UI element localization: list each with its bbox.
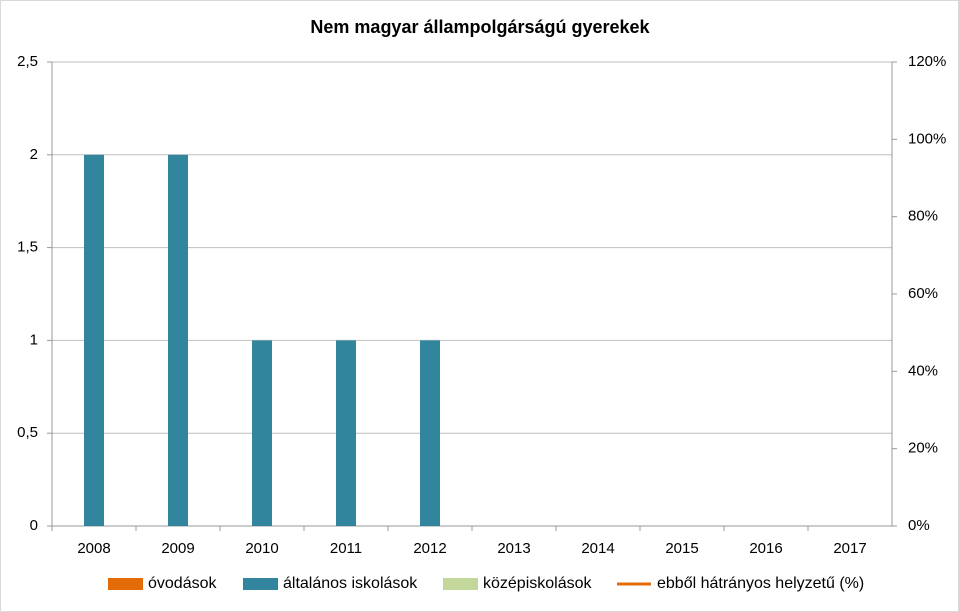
legend-swatch <box>243 578 278 590</box>
y2-tick-label: 100% <box>908 130 946 147</box>
y2-tick-label: 80% <box>908 208 938 225</box>
bar <box>336 340 356 526</box>
y-tick-label: 1,5 <box>17 239 38 256</box>
x-tick-label: 2009 <box>161 540 194 557</box>
legend-label: óvodások <box>148 575 217 592</box>
y-tick-label: 2,5 <box>17 53 38 70</box>
x-tick-label: 2011 <box>330 540 362 557</box>
y-tick-label: 0 <box>30 517 38 534</box>
y2-tick-label: 120% <box>908 53 946 70</box>
y-tick-label: 2 <box>30 146 38 163</box>
legend-swatch <box>443 578 478 590</box>
bar <box>420 340 440 526</box>
legend-label: általános iskolások <box>283 575 418 592</box>
bar <box>252 340 272 526</box>
y-tick-label: 1 <box>30 331 38 348</box>
x-tick-label: 2010 <box>245 540 278 557</box>
x-tick-label: 2008 <box>77 540 110 557</box>
x-tick-label: 2014 <box>581 540 614 557</box>
legend-label: ebből hátrányos helyzetű (%) <box>657 575 864 592</box>
y2-tick-label: 40% <box>908 362 938 379</box>
y-tick-label: 0,5 <box>17 424 38 441</box>
x-tick-label: 2015 <box>665 540 698 557</box>
x-tick-label: 2017 <box>833 540 866 557</box>
x-tick-label: 2012 <box>413 540 446 557</box>
x-tick-label: 2016 <box>749 540 782 557</box>
bar <box>168 154 188 527</box>
chart-title: Nem magyar állampolgárságú gyerekek <box>310 17 650 37</box>
legend-swatch <box>108 578 143 590</box>
legend-label: középiskolások <box>483 575 593 592</box>
x-tick-label: 2013 <box>497 540 530 557</box>
bar <box>84 154 104 527</box>
y2-tick-label: 20% <box>908 440 938 457</box>
y2-tick-label: 60% <box>908 285 938 302</box>
y2-tick-label: 0% <box>908 517 930 534</box>
